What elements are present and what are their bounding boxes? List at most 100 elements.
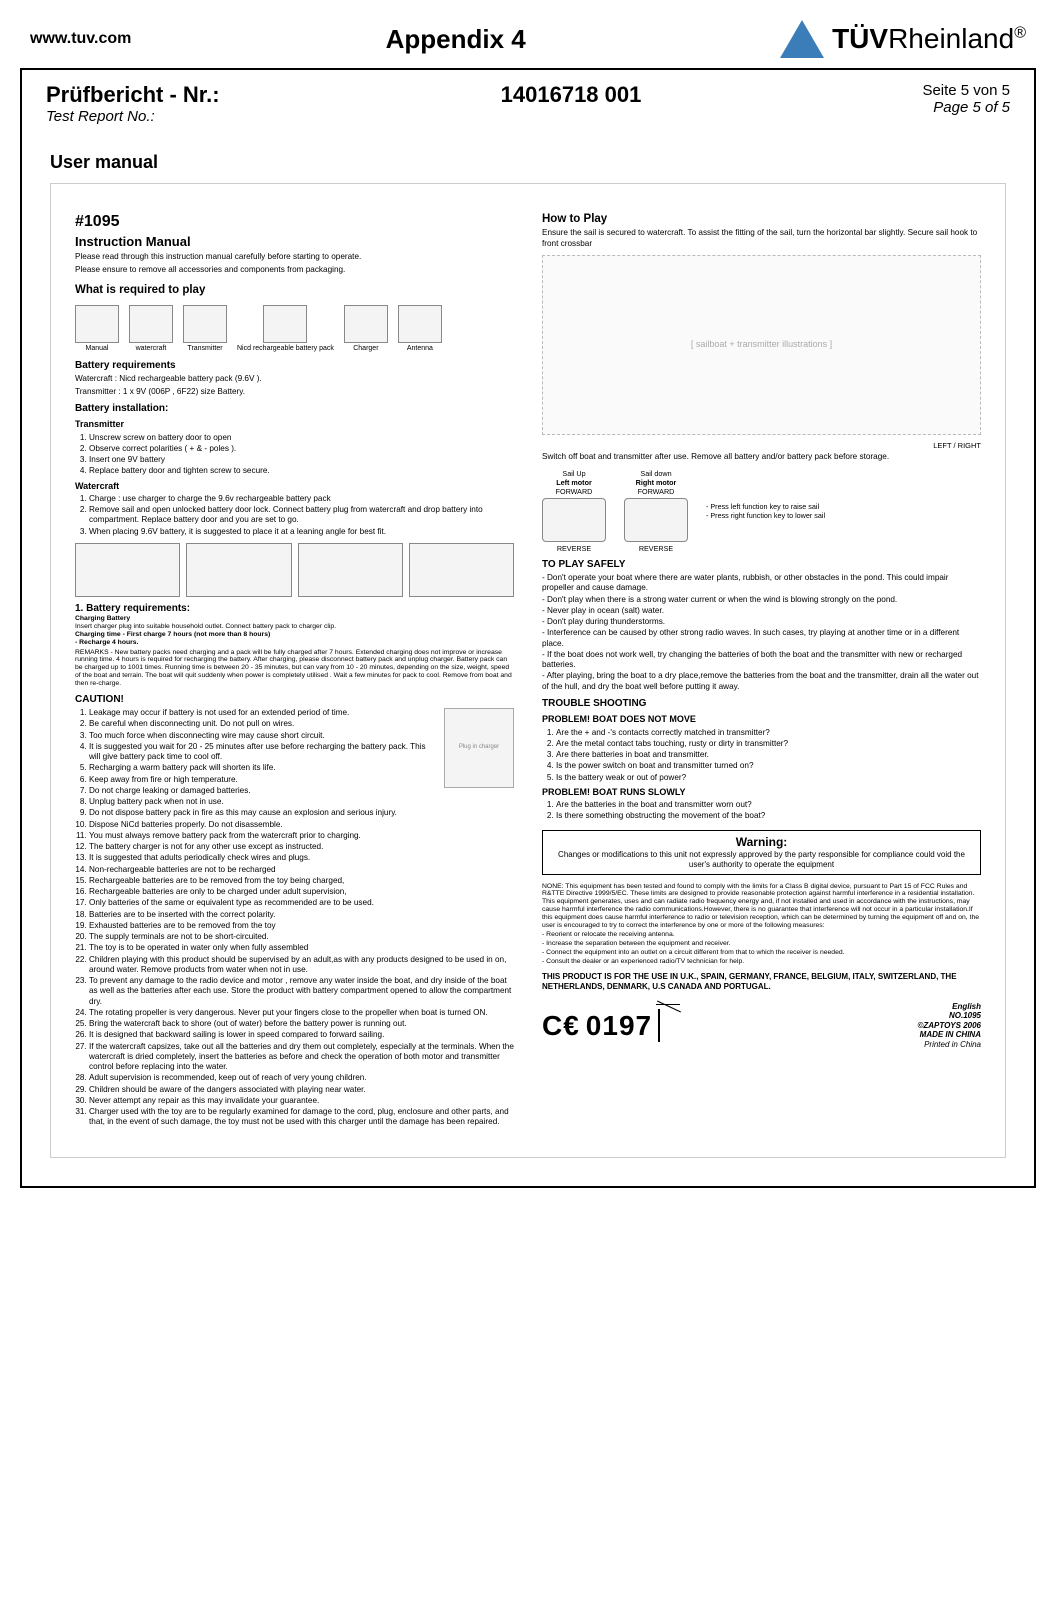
list-item: Remove sail and open unlocked battery do… (89, 505, 514, 526)
header-url: www.tuv.com (30, 30, 131, 48)
list-item: Insert one 9V battery (89, 455, 514, 465)
watercraft-steps: Charge : use charger to charge the 9.6v … (89, 494, 514, 537)
logo-reg: ® (1014, 25, 1026, 42)
h-how-to-play: How to Play (542, 212, 981, 226)
list-item: Don't play when there is a strong water … (542, 595, 981, 605)
list-item: Never attempt any repair as this may inv… (89, 1096, 514, 1106)
model-number: #1095 (75, 212, 514, 232)
list-item: Adult supervision is recommended, keep o… (89, 1073, 514, 1083)
play-safely-list: Don't operate your boat where there are … (542, 573, 981, 692)
tuv-logo: TÜVRheinland® (780, 20, 1026, 58)
panel-illustration (75, 543, 180, 597)
install-panels (75, 543, 514, 597)
manual-left-column: #1095 Instruction Manual Please read thr… (75, 212, 514, 1129)
list-item: Unplug battery pack when not in use. (89, 797, 514, 807)
ce-mark: C€0197 (542, 1008, 660, 1043)
h-watercraft: Watercraft (75, 481, 514, 492)
imprint-line: Printed in China (917, 1040, 981, 1050)
list-item: Is the battery weak or out of power? (556, 773, 981, 783)
label-forward: FORWARD (556, 487, 593, 496)
list-item: Are the + and -'s contacts correctly mat… (556, 728, 981, 738)
charging-block: Charging Battery Insert charger plug int… (75, 615, 514, 646)
list-item: Rechargeable batteries are only to be ch… (89, 887, 514, 897)
report-page-block: Seite 5 von 5 Page 5 of 5 (922, 82, 1010, 116)
motor-note: - Press right function key to lower sail (706, 511, 825, 520)
fcc-measures-list: Reorient or relocate the receiving anten… (542, 931, 981, 965)
imprint-line: ©ZAPTOYS 2006 (917, 1021, 981, 1031)
panel-illustration (409, 543, 514, 597)
list-item: Charger used with the toy are to be regu… (89, 1107, 514, 1128)
report-title-en: Test Report No.: (46, 108, 220, 125)
list-item: Do not dispose battery pack in fire as t… (89, 808, 514, 818)
list-item: Charge : use charger to charge the 9.6v … (89, 494, 514, 504)
list-item: It is designed that backward sailing is … (89, 1030, 514, 1040)
ce-number: 0197 (586, 1008, 652, 1043)
page-header: www.tuv.com Appendix 4 TÜVRheinland® (0, 0, 1056, 68)
list-item: Reorient or relocate the receiving anten… (542, 931, 981, 939)
list-item: Interference can be caused by other stro… (542, 628, 981, 649)
fcc-text: NONE: This equipment has been tested and… (542, 883, 981, 930)
list-item: Don't operate your boat where there are … (542, 573, 981, 594)
list-item: The battery charger is not for any other… (89, 842, 514, 852)
countries-note: THIS PRODUCT IS FOR THE USE IN U.K., SPA… (542, 972, 981, 992)
list-item: If the boat does not work well, try chan… (542, 650, 981, 671)
manual-right-column: How to Play Ensure the sail is secured t… (542, 212, 981, 1129)
list-item: When placing 9.6V battery, it is suggest… (89, 527, 514, 537)
list-item: Batteries are to be inserted with the co… (89, 910, 514, 920)
list-item: After playing, bring the boat to a dry p… (542, 671, 981, 692)
imprint: English NO.1095 ©ZAPTOYS 2006 MADE IN CH… (917, 1002, 981, 1050)
imprint-line: NO.1095 (917, 1011, 981, 1021)
icon-charger: Charger (344, 305, 388, 354)
list-item: Consult the dealer or an experienced rad… (542, 958, 981, 966)
appendix-title: Appendix 4 (386, 24, 526, 55)
left-motor-col: Sail Up Left motor FORWARD REVERSE (542, 469, 606, 553)
motor-notes: - Press left function key to raise sail … (706, 502, 825, 520)
list-item: Exhausted batteries are to be removed fr… (89, 921, 514, 931)
left-right-label: LEFT / RIGHT (542, 441, 981, 450)
charging-l2: Charging time - First charge 7 hours (no… (75, 631, 270, 638)
intro-2: Please ensure to remove all accessories … (75, 265, 514, 275)
section-heading: User manual (22, 134, 1034, 177)
h-problem-1: PROBLEM! BOAT DOES NOT MOVE (542, 714, 981, 725)
ce-icon: C€ (542, 1008, 580, 1043)
h-play-safely: TO PLAY SAFELY (542, 559, 981, 572)
list-item: Are the metal contact tabs touching, rus… (556, 739, 981, 749)
imprint-line: MADE IN CHINA (917, 1030, 981, 1040)
logo-text-bold: TÜV (832, 23, 888, 54)
logo-text-light: Rheinland (888, 23, 1014, 54)
charger-illustration: Plug in charger (444, 708, 514, 788)
weee-icon (658, 1008, 660, 1043)
label-reverse: REVERSE (557, 544, 591, 553)
ce-row: C€0197 English NO.1095 ©ZAPTOYS 2006 MAD… (542, 1002, 981, 1050)
warning-box: Warning: Changes or modifications to thi… (542, 830, 981, 875)
label-sailup: Sail Up (562, 469, 585, 478)
h-batt-install: Battery installation: (75, 403, 514, 416)
imprint-line: English (917, 1002, 981, 1012)
h-batt-req-2: 1. Battery requirements: (75, 603, 514, 616)
switchoff-note: Switch off boat and transmitter after us… (542, 452, 981, 462)
h-problem-2: PROBLEM! BOAT RUNS SLOWLY (542, 787, 981, 798)
right-motor-col: Sail down Right motor FORWARD REVERSE (624, 469, 688, 553)
list-item: Replace battery door and tighten screw t… (89, 466, 514, 476)
list-item: Observe correct polarities ( + & - poles… (89, 444, 514, 454)
motor-note: - Press left function key to raise sail (706, 502, 825, 511)
list-item: Don't play during thunderstorms. (542, 617, 981, 627)
list-item: Rechargeable batteries are to be removed… (89, 876, 514, 886)
list-item: Increase the separation between the equi… (542, 940, 981, 948)
page-en: Page 5 of 5 (922, 99, 1010, 116)
charging-head: Charging Battery (75, 615, 130, 622)
label-right-motor: Right motor (636, 478, 677, 487)
warning-title: Warning: (549, 835, 974, 850)
h-caution: CAUTION! (75, 694, 514, 707)
list-item: Bring the watercraft back to shore (out … (89, 1019, 514, 1029)
label-forward: FORWARD (638, 487, 675, 496)
list-item: Children playing with this product shoul… (89, 955, 514, 976)
manual-title: Instruction Manual (75, 234, 514, 250)
list-item: Dispose NiCd batteries properly. Do not … (89, 820, 514, 830)
list-item: Only batteries of the same or equivalent… (89, 898, 514, 908)
motor-diagram: Sail Up Left motor FORWARD REVERSE Sail … (542, 469, 981, 553)
icon-battery-pack: Nicd rechargeable battery pack (237, 305, 334, 354)
label-reverse: REVERSE (639, 544, 673, 553)
list-item: It is suggested that adults periodically… (89, 853, 514, 863)
charging-l1: Insert charger plug into suitable househ… (75, 623, 336, 630)
